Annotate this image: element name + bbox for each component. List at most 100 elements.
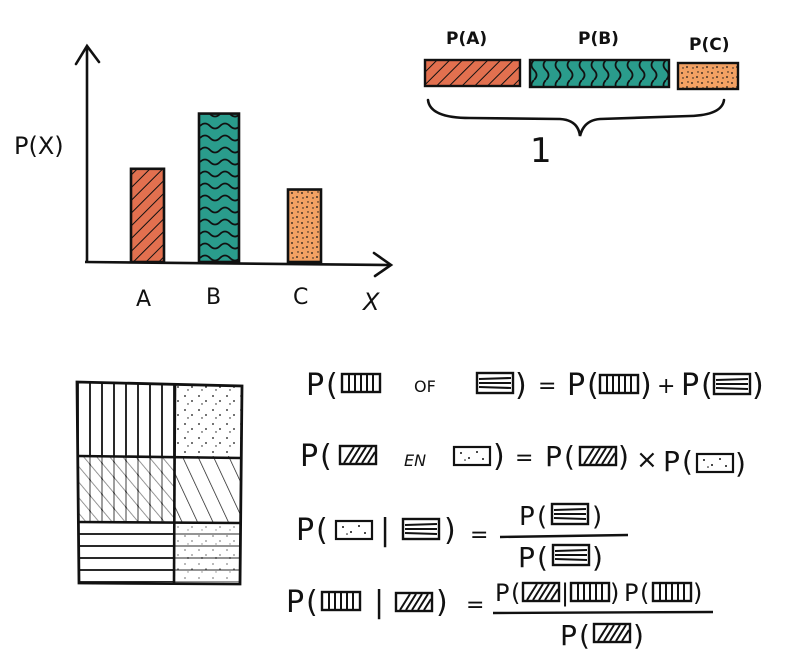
diagonal-stripes-icon (592, 622, 632, 644)
segment-c (676, 61, 740, 91)
eq4-num-close: ) (610, 579, 619, 607)
cell-top-left (78, 383, 175, 456)
diagonal-stripes-icon (338, 444, 378, 466)
eq2-times: × (636, 445, 658, 475)
eq4-den-close: ) (633, 619, 644, 652)
eq3-equals: = (470, 523, 488, 548)
eq3-paren-close: ) (444, 513, 456, 548)
bar-b (197, 112, 241, 264)
dotted-box-icon (334, 519, 374, 541)
eq2-paren-close: ) (493, 439, 505, 474)
eq1-p2: P (567, 368, 585, 403)
eq1-paren-open: ( (326, 368, 338, 403)
eq2-p2: P (545, 440, 562, 473)
vertical-stripes-icon (340, 372, 382, 394)
grid-vline (172, 383, 177, 584)
grid-hline-2 (77, 520, 242, 525)
segment-b (528, 58, 671, 89)
y-axis-arrow (74, 43, 101, 66)
eq2-paren-open-3: ( (682, 445, 693, 478)
eq4-num-open-2: ( (640, 579, 649, 607)
eq1-paren-close-2: ) (640, 368, 652, 403)
equation-conditional: P ( | ) = P ( ) P ( ) (296, 502, 629, 574)
label-pa: P(A) (446, 29, 487, 49)
eq1-or: OF (414, 377, 436, 396)
eq3-num-p: P (519, 502, 535, 532)
cell-bottom-right-dots (175, 522, 241, 582)
eq2-paren-close-2: ) (618, 440, 629, 473)
cell-mid-left-overlay (78, 456, 175, 522)
eq4-num-close-2: ) (693, 579, 702, 607)
eq3-paren-open: ( (316, 513, 328, 548)
tick-label-a: A (136, 287, 151, 312)
eq4-paren-open: ( (306, 585, 318, 620)
bar-a (129, 167, 166, 264)
vertical-stripes-icon (598, 373, 640, 395)
dotted-box-icon (452, 445, 492, 467)
eq4-num-p: P (495, 579, 509, 607)
eq1-equals: = (538, 374, 556, 399)
grid-hline-1 (77, 454, 242, 460)
x-axis-label: X (361, 288, 380, 316)
eq4-bar: | (374, 585, 384, 620)
grid-outline (75, 380, 244, 586)
brace (426, 98, 726, 137)
eq2-paren-open: ( (320, 439, 332, 474)
cell-bottom-left (78, 522, 175, 582)
horizontal-stripes-icon (475, 371, 515, 395)
horizontal-stripes-icon (401, 517, 441, 541)
eq4-paren-close: ) (436, 585, 448, 620)
horizontal-stripes-icon (550, 502, 590, 526)
eq2-paren-open-2: ( (564, 440, 575, 473)
eq3-den-close: ) (592, 541, 603, 574)
equation-bayes: P ( | ) = P ( | ) P ( ) P ( ) (286, 579, 714, 652)
diagonal-stripes-icon (578, 445, 618, 467)
bar-chart: P(X) X A B C (14, 43, 394, 316)
eq4-num-p2: P (624, 579, 638, 607)
proportion-bar: P(A) P(B) P(C) 1 (423, 29, 740, 171)
eq2-paren-close-3: ) (735, 447, 746, 480)
eq1-plus: + (657, 374, 675, 399)
eq1-paren-close: ) (515, 368, 527, 403)
diagonal-stripes-icon (521, 581, 561, 603)
label-pc: P(C) (689, 35, 729, 55)
eq2-equals: = (515, 446, 533, 471)
eq4-den-open: ( (579, 619, 590, 652)
eq1-p3: P (681, 368, 699, 403)
eq3-num-close: ) (592, 502, 602, 532)
eq3-num-open: ( (537, 502, 547, 532)
equation-and: P ( EN ) = P ( ) × P ( ) (300, 439, 746, 480)
eq1-paren-open-3: ( (701, 368, 713, 403)
eq3-bar: | (380, 513, 390, 548)
horizontal-stripes-icon (551, 543, 591, 567)
eq1-paren-close-3: ) (752, 368, 764, 403)
eq3-fraction-line (499, 533, 629, 539)
x-axis-arrow (372, 251, 394, 278)
y-axis-label: P(X) (14, 132, 64, 160)
event-grid (75, 380, 244, 586)
tick-label-b: B (206, 285, 221, 310)
dotted-box-icon (695, 452, 735, 474)
eq4-fraction-line (492, 610, 714, 615)
vertical-stripes-icon (569, 581, 611, 603)
eq4-p: P (286, 585, 304, 620)
eq1-p: P (306, 368, 324, 403)
eq4-equals: = (466, 593, 484, 618)
eq4-den-p: P (560, 619, 577, 652)
bar-c (286, 188, 323, 264)
eq4-num-bar: | (561, 579, 569, 607)
eq2-p: P (300, 439, 318, 474)
eq2-and: EN (404, 451, 426, 470)
eq3-p: P (296, 513, 314, 548)
cell-top-right (175, 385, 242, 456)
tick-label-c: C (293, 285, 308, 310)
horizontal-stripes-icon (712, 372, 752, 396)
segment-a (423, 58, 522, 88)
label-pb: P(B) (578, 29, 619, 49)
equation-or: P ( OF ) = P ( ) + P ( ) (306, 368, 764, 403)
eq3-den-open: ( (537, 541, 548, 574)
eq3-den-p: P (518, 541, 535, 574)
eq2-p3: P (663, 445, 680, 478)
total-label: 1 (530, 131, 552, 171)
